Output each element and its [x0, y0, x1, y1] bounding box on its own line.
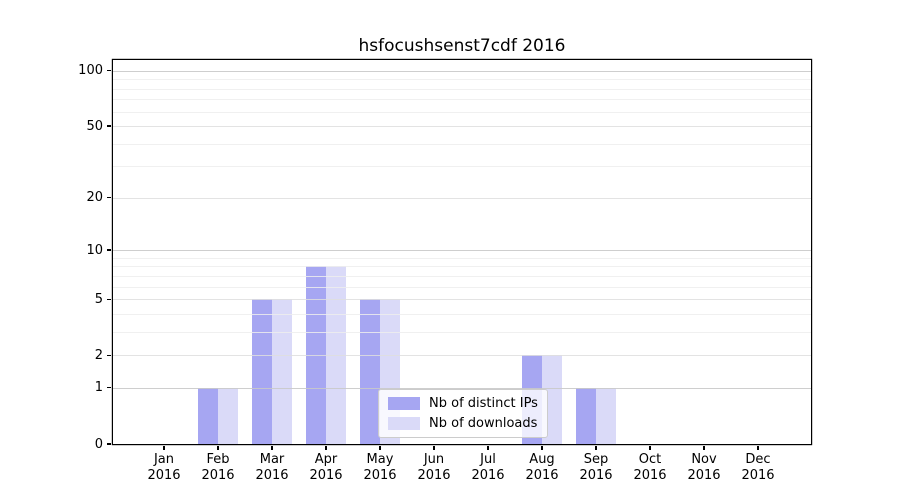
- y-axis-tick: [107, 443, 111, 445]
- x-axis-tick: [703, 446, 705, 450]
- x-tick-label: Aug 2016: [525, 452, 559, 483]
- y-tick-label: 20: [86, 190, 103, 206]
- gridline: [113, 266, 811, 268]
- plot-area: [113, 60, 811, 444]
- grid-layer: [113, 60, 811, 444]
- x-axis-tick: [379, 446, 381, 450]
- x-tick-label: Dec 2016: [741, 452, 775, 483]
- legend-entry-downloads: Nb of downloads: [388, 416, 538, 431]
- y-axis-tick: [107, 354, 111, 356]
- x-tick-label: Jun 2016: [417, 452, 451, 483]
- y-tick-label: 10: [86, 242, 103, 258]
- bar: [360, 299, 380, 444]
- bar: [596, 387, 616, 444]
- gridline: [113, 387, 811, 389]
- gridline: [113, 197, 811, 199]
- legend-label-downloads: Nb of downloads: [429, 416, 538, 431]
- x-tick-label: Jan 2016: [147, 452, 181, 483]
- y-axis-tick: [107, 197, 111, 199]
- bar: [198, 387, 218, 444]
- x-tick-label: Apr 2016: [309, 452, 343, 483]
- x-axis-tick: [649, 446, 651, 450]
- legend-entry-distinct-ips: Nb of distinct IPs: [388, 396, 538, 411]
- x-axis-tick: [217, 446, 219, 450]
- x-axis-tick: [757, 446, 759, 450]
- distinct-ips-swatch-icon: [388, 397, 420, 410]
- bar: [272, 299, 292, 444]
- y-axis-tick: [107, 125, 111, 127]
- gridline: [113, 355, 811, 357]
- gridline: [113, 257, 811, 259]
- x-axis-tick: [271, 446, 273, 450]
- y-tick-label: 50: [86, 118, 103, 134]
- bar: [252, 299, 272, 444]
- gridline: [113, 286, 811, 288]
- x-axis-tick: [595, 446, 597, 450]
- legend: Nb of distinct IPs Nb of downloads: [378, 389, 548, 438]
- y-axis-tick: [107, 70, 111, 72]
- chart-title: hsfocushsenst7cdf 2016: [358, 36, 566, 56]
- y-axis-tick: [107, 387, 111, 389]
- x-tick-label: Sep 2016: [579, 452, 613, 483]
- gridline: [113, 99, 811, 101]
- gridline: [113, 250, 811, 251]
- y-tick-label: 5: [94, 291, 103, 307]
- y-tick-label: 100: [78, 63, 103, 79]
- y-tick-label: 0: [94, 436, 103, 452]
- x-tick-label: Feb 2016: [201, 452, 235, 483]
- x-tick-label: Oct 2016: [633, 452, 667, 483]
- y-axis-tick: [107, 298, 111, 300]
- gridline: [113, 166, 811, 168]
- gridline: [113, 88, 811, 90]
- gridline: [113, 331, 811, 333]
- gridline: [113, 275, 811, 277]
- gridline: [113, 79, 811, 81]
- downloads-swatch-icon: [388, 417, 420, 430]
- gridline: [113, 313, 811, 315]
- x-axis-tick: [433, 446, 435, 450]
- gridline: [113, 70, 811, 72]
- x-tick-label: Mar 2016: [255, 452, 289, 483]
- x-axis-tick: [541, 446, 543, 450]
- gridline: [113, 126, 811, 127]
- x-axis-tick: [487, 446, 489, 450]
- x-tick-label: May 2016: [363, 452, 397, 483]
- y-axis-tick: [107, 249, 111, 251]
- bar: [576, 387, 596, 444]
- gridline: [113, 299, 811, 301]
- gridline: [113, 111, 811, 113]
- gridline: [113, 143, 811, 145]
- x-axis-tick: [163, 446, 165, 450]
- x-tick-label: Jul 2016: [471, 452, 505, 483]
- y-tick-label: 2: [94, 347, 103, 363]
- x-axis-tick: [325, 446, 327, 450]
- legend-label-distinct-ips: Nb of distinct IPs: [429, 396, 538, 411]
- x-tick-label: Nov 2016: [687, 452, 721, 483]
- bar: [218, 387, 238, 444]
- y-tick-label: 1: [94, 380, 103, 396]
